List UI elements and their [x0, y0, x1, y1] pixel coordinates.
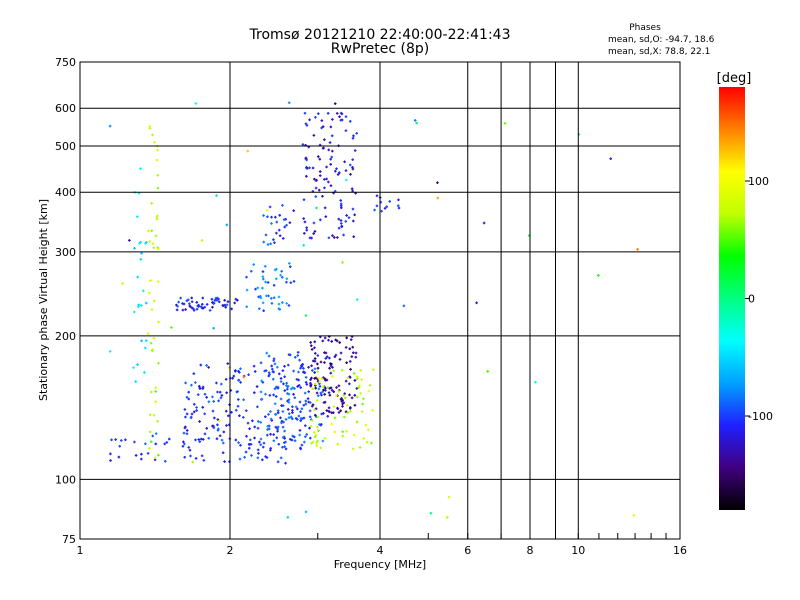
y-tick-label: 400 — [55, 186, 76, 199]
y-tick-label: 200 — [55, 330, 76, 343]
y-tick-label: 100 — [55, 473, 76, 486]
x-tick-label: 4 — [377, 544, 384, 557]
x-tick-label: 6 — [464, 544, 471, 557]
x-tick-label: 1 — [77, 544, 84, 557]
y-tick-label: 600 — [55, 102, 76, 115]
colorbar-ticks: 100 0 -100 — [745, 175, 773, 423]
data-points — [108, 101, 639, 519]
stats-heading: Phases — [629, 23, 661, 33]
y-tick-label: 750 — [55, 56, 76, 69]
y-tick-label: 75 — [62, 533, 76, 546]
stats-o-mode: mean, sd,O: -94.7, 18.6 — [608, 35, 715, 45]
y-tick-label: 500 — [55, 140, 76, 153]
colorbar-tick-label: 100 — [748, 175, 769, 188]
x-axis-ticks: 1 2 4 6 8 10 16 — [77, 533, 687, 557]
x-axis-label: Frequency [MHz] — [334, 558, 426, 571]
colorbar — [719, 87, 745, 510]
colorbar-label: [deg] — [717, 71, 752, 86]
chart-subtitle: RwPretec (8p) — [331, 41, 429, 57]
x-tick-label: 10 — [571, 544, 585, 557]
stats-x-mode: mean, sd,X: 78.8, 22.1 — [608, 47, 710, 57]
y-axis-label: Stationary phase Virtual Height [km] — [37, 199, 50, 401]
y-axis-ticks: 75 100 200 300 400 500 600 750 — [55, 56, 76, 546]
x-tick-label: 16 — [673, 544, 687, 557]
colorbar-tick-label: -100 — [748, 410, 773, 423]
grid-lines — [80, 62, 680, 539]
colorbar-tick-label: 0 — [748, 293, 755, 306]
chart-title: Tromsø 20121210 22:40:00-22:41:43 — [249, 27, 511, 43]
x-tick-label: 8 — [527, 544, 534, 557]
x-tick-label: 2 — [227, 544, 234, 557]
y-tick-label: 300 — [55, 246, 76, 259]
